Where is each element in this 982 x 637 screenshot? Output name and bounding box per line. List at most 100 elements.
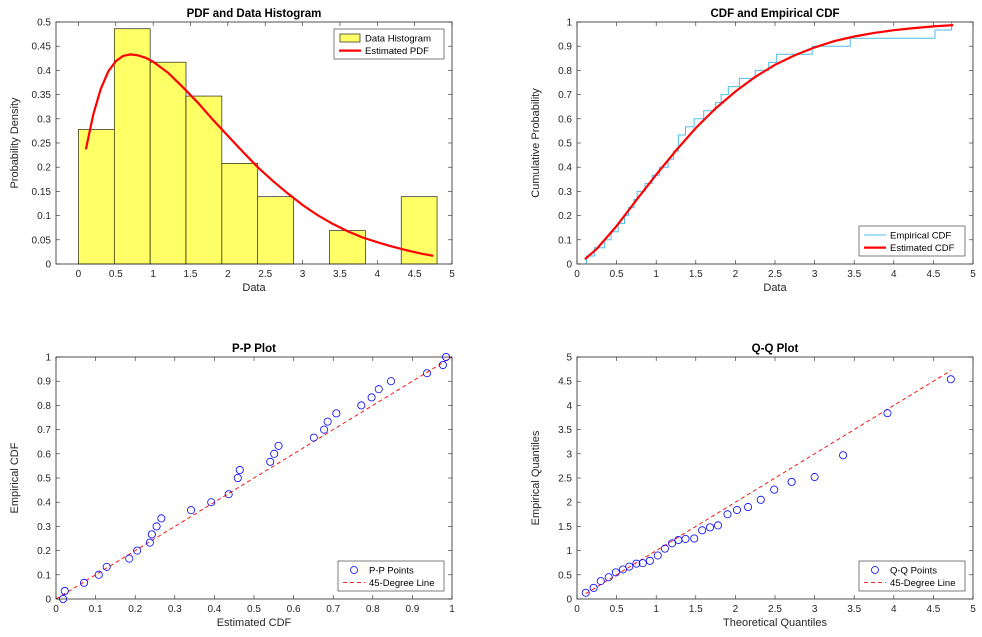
data-point xyxy=(787,477,796,486)
legend-label-histogram: Data Histogram xyxy=(365,34,431,45)
y-tick-label: 0.7 xyxy=(558,90,572,101)
y-tick-label: 0.4 xyxy=(37,498,51,509)
estimated-pdf-curve xyxy=(84,53,434,257)
y-tick-label: 0.15 xyxy=(32,187,52,198)
data-point xyxy=(233,473,242,482)
data-point xyxy=(581,588,590,597)
data-point xyxy=(323,417,332,426)
histogram-bars xyxy=(78,28,438,265)
data-point xyxy=(645,556,654,565)
x-axis-label: Data xyxy=(242,282,266,294)
data-point xyxy=(60,587,69,596)
data-point xyxy=(604,573,613,582)
y-tick-label: 0.25 xyxy=(32,139,52,150)
y-tick-label: 0.1 xyxy=(37,211,51,222)
x-tick-label: 0 xyxy=(53,604,59,615)
x-tick-label: 0 xyxy=(574,269,580,280)
y-tick-label: 0.35 xyxy=(32,90,52,101)
y-axis-label: Empirical CDF xyxy=(9,442,21,513)
histogram-bar xyxy=(185,95,223,265)
data-point xyxy=(94,570,103,579)
data-point xyxy=(946,375,955,384)
estimated-cdf-curve xyxy=(584,24,954,261)
x-tick-label: 3 xyxy=(812,604,818,615)
pp-plot-chart: P-P Plot 0 0.1 0.2 0.3 0.4 0.5 0.6 0.7 0.8 0.9 1 0… xyxy=(9,343,455,629)
data-point xyxy=(332,409,341,418)
plot-area xyxy=(55,356,453,600)
y-tick-labels: 0 0.05 0.1 0.15 0.2 0.25 0.3 0.35 0.4 0.45 0.5 xyxy=(32,18,452,271)
legend-label-empirical: Empirical CDF xyxy=(890,231,951,242)
data-point xyxy=(145,538,154,547)
x-tick-label: 1.5 xyxy=(184,269,198,280)
data-point xyxy=(732,505,741,514)
y-tick-label: 0.2 xyxy=(37,163,51,174)
y-tick-labels: 0 0.1 0.2 0.3 0.4 0.5 0.6 0.7 0.8 0.9 1 xyxy=(558,18,973,271)
x-tick-label: 0.9 xyxy=(405,604,419,615)
y-tick-labels: 0 0.5 1 1.5 2 2.5 3 3.5 4 4.5 5 xyxy=(558,353,973,606)
data-point xyxy=(374,385,383,394)
qq-points xyxy=(581,375,955,597)
x-tick-label: 3.5 xyxy=(333,269,347,280)
data-point xyxy=(270,449,279,458)
pp-points xyxy=(59,352,451,604)
pdf-histogram-chart: PDF and Data Histogram 0 0.05 0.1 0.15 0.2 0.… xyxy=(9,8,455,294)
y-tick-label: 0.3 xyxy=(558,187,572,198)
data-point xyxy=(810,473,819,482)
y-tick-label: 1 xyxy=(566,546,572,557)
y-tick-label: 0.5 xyxy=(558,139,572,150)
data-point xyxy=(713,521,722,530)
y-tick-label: 0.9 xyxy=(37,377,51,388)
data-point xyxy=(681,534,690,543)
x-tick-label: 0.1 xyxy=(89,604,103,615)
y-tick-label: 0.5 xyxy=(558,570,572,581)
x-tick-label: 5 xyxy=(970,604,976,615)
data-point xyxy=(423,369,432,378)
x-tick-label: 4.5 xyxy=(408,269,422,280)
data-point xyxy=(632,559,641,568)
y-tick-label: 0.2 xyxy=(37,546,51,557)
data-point xyxy=(133,546,142,555)
data-point xyxy=(152,522,161,531)
x-tick-label: 0.5 xyxy=(109,269,123,280)
histogram-bar xyxy=(113,28,151,265)
y-tick-label: 0 xyxy=(45,595,51,606)
y-tick-label: 0 xyxy=(566,260,572,271)
data-point xyxy=(839,451,848,460)
chart-title: PDF and Data Histogram xyxy=(187,8,322,20)
data-point xyxy=(625,562,634,571)
chart-title: Q-Q Plot xyxy=(752,343,799,355)
y-tick-label: 0.3 xyxy=(37,522,51,533)
x-tick-label: 0.2 xyxy=(128,604,142,615)
legend-label-line: 45-Degree Line xyxy=(369,578,435,589)
y-tick-label: 0.5 xyxy=(37,18,51,29)
chart-title: P-P Plot xyxy=(232,343,276,355)
x-tick-label: 0.3 xyxy=(168,604,182,615)
x-tick-label: 0.5 xyxy=(610,604,624,615)
data-point xyxy=(367,393,376,402)
data-point xyxy=(611,568,620,577)
data-point xyxy=(660,544,669,553)
y-tick-label: 0.45 xyxy=(32,42,52,53)
x-tick-label: 3 xyxy=(300,269,306,280)
y-tick-label: 0.05 xyxy=(32,235,52,246)
data-point xyxy=(274,441,283,450)
x-axis-label: Theoretical Quantiles xyxy=(723,617,827,629)
x-tick-label: 2.5 xyxy=(768,269,782,280)
y-axis-label: Cumulative Probability xyxy=(530,88,542,198)
x-tick-label: 1 xyxy=(653,269,659,280)
y-tick-label: 5 xyxy=(566,353,572,364)
data-point xyxy=(770,485,779,494)
x-tick-label: 1.5 xyxy=(689,604,703,615)
legend-label-pdf: Estimated PDF xyxy=(365,46,429,57)
data-point xyxy=(596,577,605,586)
x-tick-labels: 0 0.5 1 1.5 2 2.5 3 3.5 4 4.5 5 xyxy=(574,357,976,615)
data-point xyxy=(690,534,699,543)
x-tick-label: 4.5 xyxy=(926,269,940,280)
data-point xyxy=(224,490,233,499)
plot-area xyxy=(576,356,974,600)
histogram-bar xyxy=(257,196,294,265)
data-point xyxy=(102,562,111,571)
data-point xyxy=(266,457,275,466)
data-point xyxy=(125,554,134,563)
